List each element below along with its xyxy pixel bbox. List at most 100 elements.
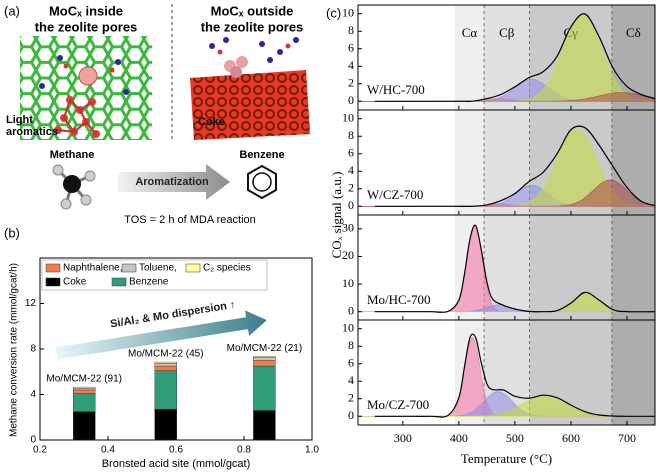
- subplot: [358, 224, 655, 313]
- legend-label: Toluene,: [139, 263, 177, 274]
- illustration-title: MoCₓ inside: [49, 3, 123, 18]
- y-tick-label: 10: [342, 276, 354, 290]
- legend-label: C₂ species: [203, 263, 251, 274]
- y-axis-title: COₓ signal (a.u.): [329, 172, 344, 259]
- subplot: [358, 13, 655, 102]
- bar-segment: [72, 411, 96, 441]
- legend-swatch: [121, 263, 137, 273]
- bar-segment: [154, 361, 178, 364]
- legend-swatch: [45, 263, 61, 273]
- bar-segment: [253, 410, 276, 441]
- signal-curve: [374, 125, 655, 207]
- y-tick-label: 8: [348, 23, 354, 37]
- bar-segment: [154, 409, 178, 441]
- bar-segment: [154, 365, 178, 371]
- y-tick-label: 2: [348, 181, 354, 195]
- molecules: [39, 55, 129, 138]
- x-tick-label: 400: [450, 431, 468, 445]
- subplot-frame: [357, 319, 656, 426]
- region-label: Cδ: [626, 25, 641, 40]
- bar-segment: [72, 389, 96, 394]
- bar-label: Mo/MCM-22 (91): [46, 374, 122, 385]
- bar-segment: [253, 360, 276, 367]
- annotation: Light: [6, 114, 33, 126]
- benzene-icon: [247, 164, 277, 200]
- bar-segment: [154, 363, 178, 367]
- subplot-label: W/HC-700: [367, 82, 425, 97]
- legend-label: Benzene: [129, 277, 169, 288]
- bar-label: Mo/MCM-22 (45): [128, 349, 204, 360]
- bar-segment: [253, 356, 276, 358]
- molecule-label: Benzene: [239, 149, 284, 161]
- subplot-label: Mo/HC-700: [367, 292, 431, 307]
- x-tick-label: 0.2: [33, 445, 47, 456]
- y-tick-label: 0: [348, 408, 354, 422]
- panel-label: (c): [326, 5, 341, 20]
- signal-curve: [374, 13, 655, 102]
- y-tick-label: 2: [348, 76, 354, 90]
- legend-label: Naphthalene,: [63, 263, 123, 274]
- bar-segment: [72, 393, 96, 412]
- trend-arrow-shape: [55, 310, 267, 360]
- region-label: Cα: [462, 25, 478, 40]
- bar-label: Mo/MCM-22 (21): [227, 343, 303, 354]
- annotation: aromatics: [6, 126, 58, 138]
- y-tick-label: 8: [348, 338, 354, 352]
- signal-curve: [374, 224, 655, 313]
- bar-segment: [72, 386, 96, 389]
- bar-chart: (b) 0.2 0.4 0.6 0.8 1.0 0 4 8 12 Bronsted acid sit…: [4, 225, 319, 469]
- subplot-label: Mo/CZ-700: [367, 397, 429, 412]
- bar-segment: [253, 365, 276, 411]
- region-label: Cβ: [499, 25, 515, 40]
- y-tick-label: 8: [30, 344, 36, 355]
- y-tick-label: 0: [348, 303, 354, 317]
- molecules: [209, 37, 299, 78]
- y-axis-title: Methane conversion rate (mmol/gcat/h): [9, 263, 20, 437]
- x-tick-label: 700: [618, 431, 636, 445]
- illustration-title: MoCₓ outside: [211, 3, 294, 18]
- y-tick-label: 4: [348, 58, 354, 72]
- subplot-label: W/CZ-700: [367, 187, 423, 202]
- x-tick-label: 0.4: [101, 445, 115, 456]
- x-axis-title: Temperature (°C): [461, 451, 552, 466]
- molecule-label: Methane: [50, 149, 95, 161]
- y-tick-label: 10: [342, 111, 354, 125]
- y-tick-label: 8: [348, 128, 354, 142]
- legend-label: Coke: [63, 277, 87, 288]
- y-tick-label: 6: [348, 41, 354, 55]
- y-tick-label: 6: [348, 146, 354, 160]
- x-tick-label: 0.8: [237, 445, 251, 456]
- bar-segment: [154, 370, 178, 410]
- x-tick-label: 0.6: [169, 445, 183, 456]
- bar-segment: [72, 388, 96, 391]
- legend-swatch: [111, 277, 127, 287]
- y-tick-label: 0: [348, 198, 354, 212]
- y-tick-label: 0: [348, 93, 354, 107]
- arrow-label: Aromatization: [135, 176, 209, 188]
- y-tick-label: 2: [348, 391, 354, 405]
- panel-label: (a): [4, 3, 20, 18]
- y-tick-label: 20: [342, 248, 354, 262]
- legend-box: [41, 259, 268, 291]
- coke-rings: [190, 70, 310, 140]
- panel-a: (a) MoCₓ inside the zeolite pores MoCₓ o…: [4, 3, 310, 226]
- signal-curve: [374, 333, 655, 418]
- subplot: [358, 333, 655, 418]
- subplot: [358, 125, 655, 207]
- y-tick-label: 10: [342, 6, 354, 20]
- y-tick-label: 4: [30, 389, 36, 400]
- methane-icon: [52, 164, 96, 210]
- y-tick-label: 6: [348, 356, 354, 370]
- illustration-title: the zeolite pores: [201, 19, 304, 34]
- y-tick-label: 0: [30, 435, 36, 446]
- x-axis-title: Bronsted acid site (mmol/gcat): [102, 458, 251, 470]
- illustration-title: the zeolite pores: [35, 19, 138, 34]
- y-tick-label: 12: [25, 298, 37, 309]
- panel-label: (b): [4, 225, 20, 240]
- legend-swatch: [45, 277, 61, 287]
- y-tick-label: 30: [342, 221, 354, 235]
- y-tick-label: 10: [342, 321, 354, 335]
- x-tick-label: 1.0: [305, 445, 319, 456]
- x-tick-label: 600: [562, 431, 580, 445]
